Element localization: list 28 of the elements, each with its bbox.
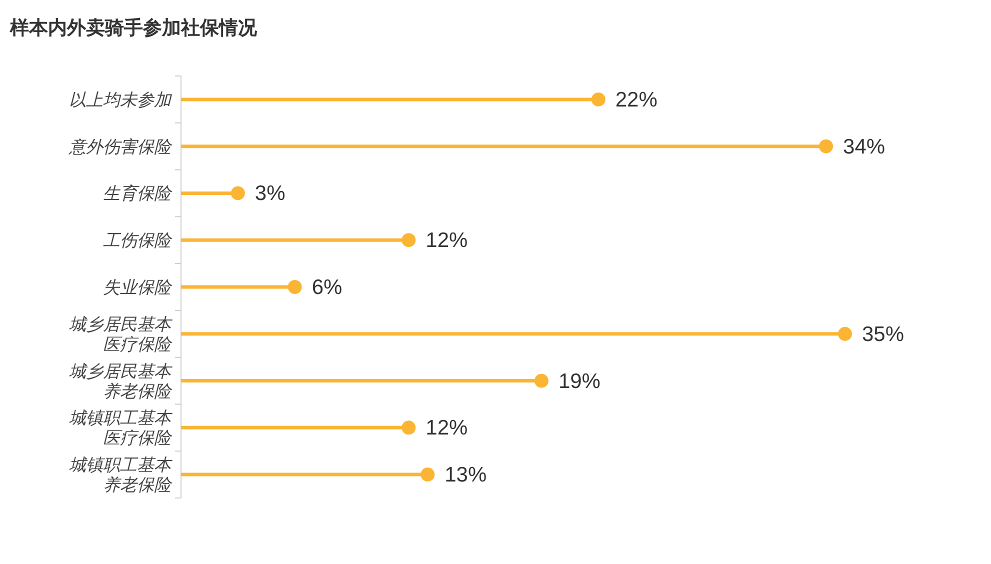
point xyxy=(819,139,834,154)
data-label: 34% xyxy=(843,135,886,158)
data-label: 3% xyxy=(254,182,286,206)
point xyxy=(591,92,606,106)
y-tick-label: 城镇职工基本养老保险 xyxy=(69,456,173,495)
y-tick-label: 城乡居民基本医疗保险 xyxy=(69,314,173,354)
y-tick-label: 生育保险 xyxy=(103,184,173,204)
chart-title: 样本内外卖骑手参加社保情况 xyxy=(9,17,258,39)
y-tick-label: 失业保险 xyxy=(103,278,173,297)
point xyxy=(288,280,302,294)
data-label: 35% xyxy=(862,322,904,346)
point xyxy=(534,374,548,388)
point xyxy=(402,233,416,248)
y-tick-label: 工伤保险 xyxy=(103,231,173,250)
data-label: 19% xyxy=(558,370,600,393)
y-tick-label: 意外伤害保险 xyxy=(68,137,173,156)
point xyxy=(838,326,852,341)
point xyxy=(402,420,416,435)
data-label: 6% xyxy=(312,276,342,299)
data-label: 12% xyxy=(426,416,468,440)
y-tick-label: 城镇职工基本医疗保险 xyxy=(69,408,173,448)
y-tick-label: 城乡居民基本养老保险 xyxy=(69,362,173,401)
point xyxy=(230,186,245,200)
data-label: 12% xyxy=(426,229,468,252)
y-tick-label: 以上均未参加 xyxy=(69,90,173,110)
point xyxy=(420,468,435,482)
data-label: 13% xyxy=(444,464,487,487)
data-label: 22% xyxy=(615,88,658,112)
